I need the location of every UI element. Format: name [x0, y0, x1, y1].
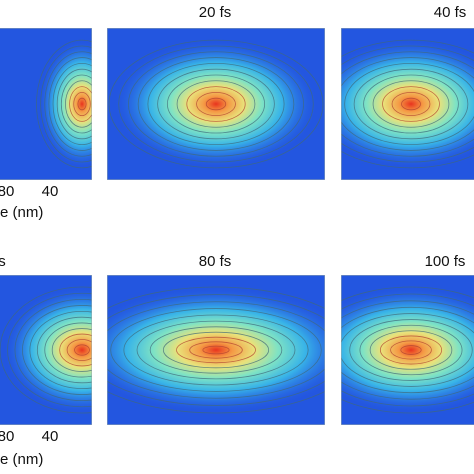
contour-line	[44, 322, 92, 378]
contour-line	[107, 301, 325, 399]
contour-line	[74, 344, 90, 356]
panel-title: 100 fs	[425, 253, 466, 270]
heatmap-panel	[107, 28, 325, 180]
heatmap-panel	[341, 275, 474, 425]
heatmap-core	[114, 40, 318, 168]
contour-line	[77, 97, 87, 111]
contour-line	[341, 45, 474, 163]
contour-line	[341, 306, 474, 394]
heatmap-panel	[0, 28, 92, 180]
contour-line	[176, 80, 256, 128]
contour-line	[379, 335, 443, 365]
contour-line	[65, 80, 92, 128]
contour-line	[66, 339, 92, 361]
contour-line	[48, 57, 92, 151]
heatmap-panel	[0, 275, 92, 425]
contour-line	[341, 286, 474, 414]
contour-line	[196, 91, 236, 117]
contour-line	[59, 333, 92, 367]
tick-label: 80	[0, 428, 14, 445]
panel-title: 20 fs	[199, 4, 232, 21]
contour-line	[176, 336, 256, 364]
heatmap-core	[107, 287, 325, 413]
contour-line	[0, 286, 92, 414]
contour-line	[349, 319, 473, 381]
contour-line	[400, 345, 422, 355]
contour-line	[108, 39, 324, 169]
contour-line	[22, 305, 92, 395]
tick-label: 40	[42, 183, 59, 200]
heatmap-core	[341, 40, 474, 168]
contour-line	[51, 328, 92, 372]
contour-line	[341, 300, 474, 400]
contour-line	[359, 324, 463, 376]
contour-line	[372, 80, 450, 128]
contour-line	[56, 68, 92, 140]
contour-line	[44, 51, 92, 157]
contour-line	[110, 308, 322, 392]
tick-label: 40	[42, 428, 59, 445]
contour-line	[52, 62, 92, 146]
contour-line	[149, 326, 283, 374]
contour-line	[353, 68, 469, 140]
contour-line	[341, 39, 474, 169]
contour-line	[189, 341, 243, 359]
contour-line	[118, 45, 314, 163]
contour-line	[202, 345, 230, 355]
contour-line	[147, 62, 285, 146]
contour-line	[186, 86, 246, 122]
contour-line	[369, 330, 453, 370]
contour-line	[401, 97, 421, 111]
contour-line	[29, 310, 92, 390]
contour-line	[107, 294, 325, 406]
contour-line	[390, 340, 432, 360]
contour-line	[107, 286, 325, 414]
contour-line	[344, 62, 474, 146]
axis-label: e (nm)	[0, 204, 43, 221]
contour-line	[382, 86, 440, 122]
contour-line	[36, 39, 92, 169]
contour-line	[341, 313, 474, 387]
contour-line	[162, 331, 270, 369]
panel-title: s	[0, 253, 6, 270]
contour-line	[69, 86, 92, 122]
heatmap-panel	[341, 28, 474, 180]
contour-line	[136, 320, 296, 380]
tick-label: 80	[0, 183, 14, 200]
contour-line	[7, 292, 92, 408]
contour-line	[14, 299, 92, 401]
contour-line	[123, 314, 309, 386]
contour-line	[341, 51, 474, 157]
contour-line	[166, 74, 266, 134]
panel-title: 40 fs	[434, 4, 467, 21]
heatmap-core	[341, 287, 474, 413]
contour-line	[391, 91, 431, 117]
contour-line	[137, 57, 295, 151]
contour-line	[60, 74, 92, 134]
contour-line	[40, 45, 92, 163]
contour-line	[341, 293, 474, 407]
heatmap-panel	[107, 275, 325, 425]
contour-line	[205, 97, 227, 111]
contour-line	[36, 316, 92, 384]
contour-line	[73, 91, 91, 117]
panel-title: 80 fs	[199, 253, 232, 270]
axis-label: e (nm)	[0, 451, 43, 468]
contour-line	[157, 68, 275, 140]
contour-line	[128, 51, 304, 157]
contour-line	[341, 57, 474, 151]
contour-line	[363, 74, 459, 134]
